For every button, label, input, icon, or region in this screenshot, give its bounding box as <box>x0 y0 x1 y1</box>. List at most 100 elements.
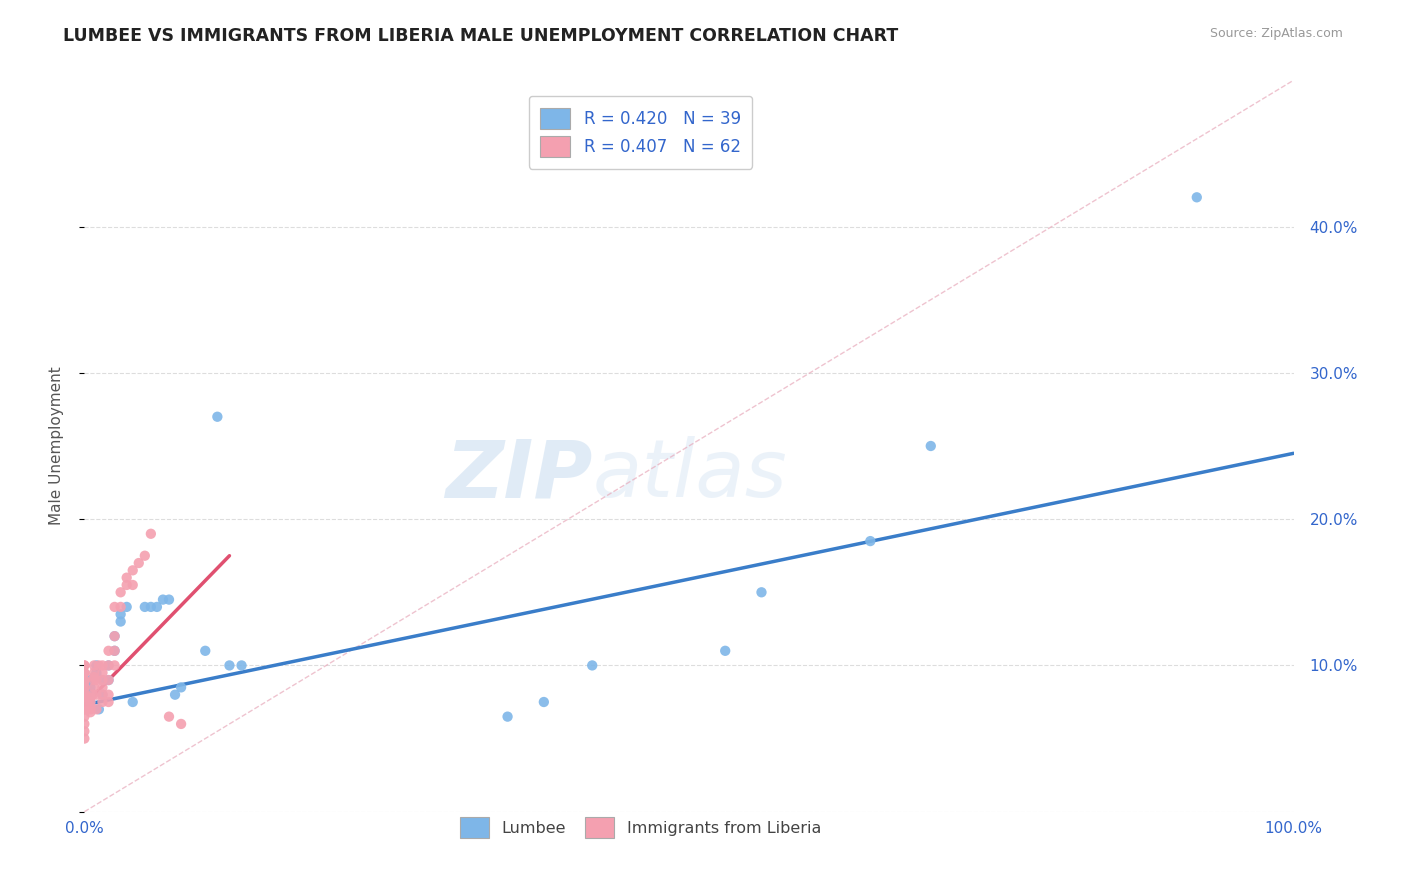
Point <box>496 709 519 723</box>
Point <box>73 658 96 673</box>
Point <box>714 644 737 658</box>
Point <box>86 658 108 673</box>
Point <box>83 670 105 684</box>
Point <box>751 585 773 599</box>
Point <box>115 571 138 585</box>
Point <box>91 688 114 702</box>
Point <box>83 673 105 687</box>
Y-axis label: Male Unemployment: Male Unemployment <box>49 367 63 525</box>
Point <box>207 409 229 424</box>
Point <box>104 658 127 673</box>
Point <box>79 705 101 719</box>
Point <box>73 702 96 716</box>
Point <box>128 556 150 570</box>
Point <box>104 599 127 614</box>
Text: Source: ZipAtlas.com: Source: ZipAtlas.com <box>1209 27 1343 40</box>
Legend: Lumbee, Immigrants from Liberia: Lumbee, Immigrants from Liberia <box>454 811 828 844</box>
Point <box>73 699 96 714</box>
Point <box>86 673 108 687</box>
Point <box>157 592 180 607</box>
Text: ZIP: ZIP <box>444 436 592 515</box>
Point <box>121 578 143 592</box>
Point <box>86 668 108 682</box>
Point <box>104 644 127 658</box>
Point <box>165 688 187 702</box>
Point <box>533 695 555 709</box>
Point <box>79 690 101 705</box>
Point <box>73 702 96 716</box>
Point <box>194 644 217 658</box>
Point <box>110 615 132 629</box>
Point <box>121 695 143 709</box>
Point <box>79 702 101 716</box>
Point <box>83 681 105 695</box>
Point <box>73 681 96 695</box>
Point <box>83 665 105 680</box>
Point <box>91 673 114 687</box>
Point <box>91 688 114 702</box>
Point <box>110 607 132 622</box>
Point <box>104 629 127 643</box>
Point <box>82 688 104 702</box>
Point <box>83 658 105 673</box>
Point <box>97 658 120 673</box>
Point <box>115 599 138 614</box>
Point <box>73 673 96 687</box>
Point <box>87 658 110 673</box>
Point <box>73 724 96 739</box>
Text: LUMBEE VS IMMIGRANTS FROM LIBERIA MALE UNEMPLOYMENT CORRELATION CHART: LUMBEE VS IMMIGRANTS FROM LIBERIA MALE U… <box>63 27 898 45</box>
Point <box>91 695 114 709</box>
Point <box>73 717 96 731</box>
Point <box>79 695 101 709</box>
Point <box>134 549 156 563</box>
Point <box>83 670 105 684</box>
Point <box>91 665 114 680</box>
Point <box>79 673 101 687</box>
Point <box>91 673 114 687</box>
Point <box>97 695 120 709</box>
Point <box>86 665 108 680</box>
Point <box>73 665 96 680</box>
Point <box>73 695 96 709</box>
Point <box>73 683 96 698</box>
Point <box>97 673 120 687</box>
Point <box>73 673 96 687</box>
Point <box>86 702 108 716</box>
Point <box>79 681 101 695</box>
Point <box>73 688 96 702</box>
Point <box>97 673 120 687</box>
Point <box>91 658 114 673</box>
Point <box>73 665 96 680</box>
Point <box>218 658 240 673</box>
Text: atlas: atlas <box>592 436 787 515</box>
Point <box>110 585 132 599</box>
Point <box>73 676 96 690</box>
Point <box>73 709 96 723</box>
Point <box>920 439 942 453</box>
Point <box>73 695 96 709</box>
Point <box>97 688 120 702</box>
Point <box>139 599 162 614</box>
Point <box>146 599 169 614</box>
Point <box>73 688 96 702</box>
Point <box>859 534 882 549</box>
Point <box>134 599 156 614</box>
Point <box>115 578 138 592</box>
Point <box>73 658 96 673</box>
Point <box>79 688 101 702</box>
Point <box>170 717 193 731</box>
Point <box>73 688 96 702</box>
Point <box>104 644 127 658</box>
Point <box>581 658 603 673</box>
Point <box>1185 190 1208 204</box>
Point <box>139 526 162 541</box>
Point <box>110 599 132 614</box>
Point <box>231 658 253 673</box>
Point <box>104 629 127 643</box>
Point <box>152 592 174 607</box>
Point <box>73 731 96 746</box>
Point <box>79 685 101 699</box>
Point <box>79 699 101 714</box>
Point <box>97 658 120 673</box>
Point <box>91 681 114 695</box>
